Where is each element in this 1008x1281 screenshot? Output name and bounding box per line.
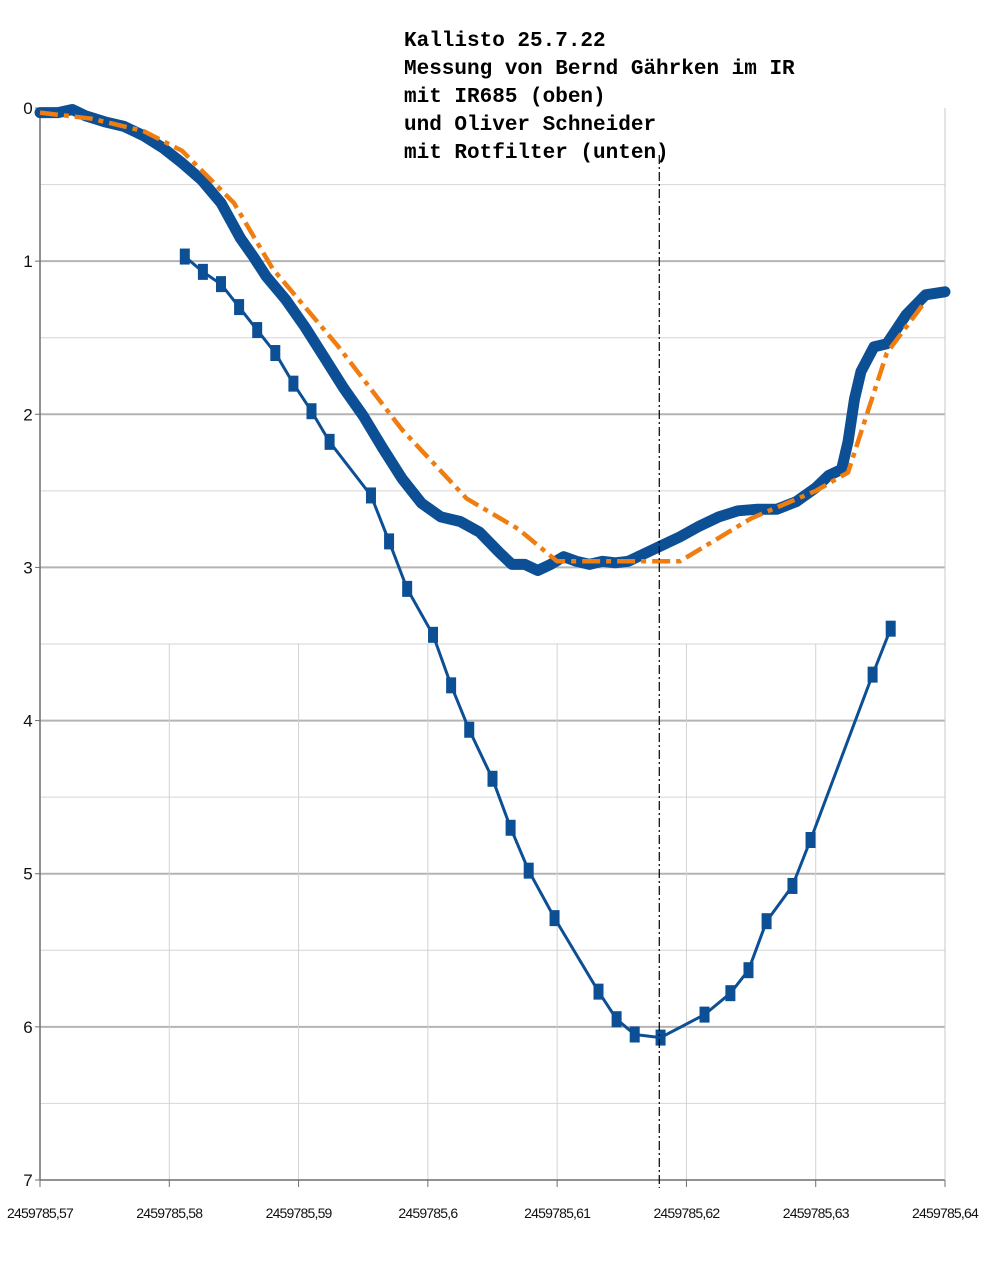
x-tick-label: 2459785,64 [912, 1205, 979, 1221]
data-point [384, 533, 395, 550]
title-line-3: mit IR685 (oben) [404, 86, 606, 109]
y-tick-label: 6 [23, 1018, 32, 1037]
data-point [867, 666, 878, 683]
x-tick-label: 2459785,62 [653, 1205, 720, 1221]
chart-title: Kallisto 25.7.22 Messung von Bernd Gährk… [404, 28, 795, 168]
data-point [805, 832, 816, 849]
x-tick-label: 2459785,6 [398, 1205, 458, 1221]
data-point [611, 1011, 622, 1028]
data-point [523, 862, 534, 879]
data-point [197, 263, 208, 280]
data-point [725, 985, 736, 1002]
data-point [270, 345, 281, 362]
x-tick-label: 2459785,57 [7, 1205, 74, 1221]
data-point [252, 322, 263, 339]
title-line-1: Kallisto 25.7.22 [404, 30, 606, 53]
data-point [549, 910, 560, 927]
series-1 [34, 104, 951, 576]
data-point [234, 299, 245, 316]
series-line [34, 104, 951, 576]
x-tick-label: 2459785,61 [524, 1205, 591, 1221]
series-line [183, 255, 893, 1040]
y-tick-label: 2 [23, 405, 32, 424]
data-point [593, 983, 604, 1000]
data-point [655, 1029, 666, 1046]
data-point [428, 626, 439, 643]
y-tick-label: 1 [23, 252, 32, 271]
title-line-5: mit Rotfilter (unten) [404, 142, 669, 165]
series-3 [179, 248, 896, 1046]
x-tick-label: 2459785,59 [266, 1205, 333, 1221]
title-line-4: und Oliver Schneider [404, 114, 657, 137]
series-2 [39, 110, 928, 564]
data-point [787, 877, 798, 894]
title-line-2: Messung von Bernd Gährken im IR [404, 58, 795, 81]
data-point [402, 580, 413, 597]
data-point [288, 375, 299, 392]
y-tick-label: 7 [23, 1171, 32, 1190]
data-point [629, 1026, 640, 1043]
data-point [446, 677, 457, 694]
x-tick-label: 2459785,58 [136, 1205, 203, 1221]
data-point [699, 1006, 710, 1023]
series-line [39, 110, 928, 564]
x-tick-label: 2459785,63 [783, 1205, 850, 1221]
data-point [179, 248, 190, 265]
y-tick-labels: 0 1 2 3 4 5 6 7 [23, 99, 40, 1190]
series [34, 104, 951, 1046]
y-tick-label: 4 [23, 712, 32, 731]
data-point [464, 721, 475, 738]
data-point [505, 819, 516, 836]
data-point [761, 913, 772, 930]
y-tick-label: 3 [23, 558, 32, 577]
data-point [487, 770, 498, 787]
data-point [324, 433, 335, 450]
y-tick-label: 0 [23, 99, 32, 118]
data-point [365, 487, 376, 504]
gridlines [40, 184, 945, 1180]
x-tick-labels: 2459785,57 2459785,58 2459785,59 2459785,6 2… [7, 1180, 980, 1221]
data-point [306, 403, 317, 420]
y-tick-label: 5 [23, 865, 32, 884]
data-point [743, 962, 754, 979]
data-point [216, 276, 226, 293]
data-point [885, 620, 896, 637]
